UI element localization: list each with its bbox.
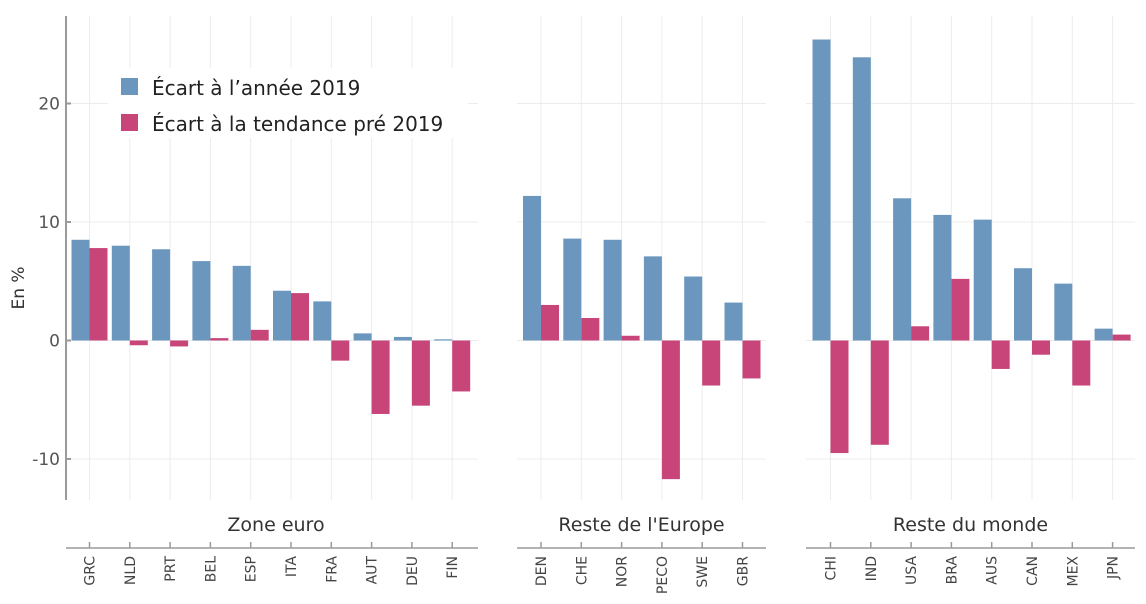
- bar-ecart-tendance-fra: [331, 340, 350, 361]
- bar-ecart-2019-mex: [1054, 283, 1073, 341]
- y-tick-label: 10: [38, 213, 60, 233]
- bar-ecart-2019-deu: [393, 336, 412, 341]
- bar-ecart-tendance-jpn: [1112, 334, 1131, 341]
- category-label-jpn: JPN: [1106, 556, 1122, 580]
- category-label-aut: AUT: [365, 556, 381, 585]
- category-label-aus: AUS: [985, 556, 1001, 585]
- bar-ecart-2019-nor: [603, 239, 622, 341]
- category-label-mex: MEX: [1065, 556, 1081, 587]
- legend-label-ecart-2019: Écart à l’année 2019: [152, 76, 360, 100]
- bar-ecart-tendance-che: [581, 317, 600, 341]
- bar-ecart-2019-esp: [232, 265, 251, 341]
- bar-ecart-2019-usa: [893, 198, 912, 341]
- bar-ecart-2019-che: [563, 238, 582, 341]
- bar-ecart-2019-swe: [684, 276, 703, 341]
- bar-ecart-tendance-nor: [621, 335, 640, 341]
- category-label-bel: BEL: [203, 556, 219, 582]
- bar-ecart-2019-can: [1014, 268, 1032, 341]
- category-label-chi: CHI: [824, 556, 840, 580]
- category-label-bra: BRA: [944, 556, 960, 585]
- bar-ecart-2019-aut: [353, 333, 372, 341]
- y-tick-label: 0: [49, 332, 60, 352]
- legend-swatch-ecart-2019: [121, 78, 138, 95]
- bar-ecart-tendance-esp: [250, 329, 269, 341]
- category-label-ita: ITA: [284, 556, 300, 578]
- bar-ecart-tendance-chi: [830, 340, 849, 454]
- bar-ecart-2019-chi: [812, 39, 831, 341]
- category-label-deu: DEU: [405, 556, 421, 586]
- bar-ecart-tendance-prt: [170, 340, 189, 347]
- bar-ecart-tendance-aut: [371, 340, 390, 414]
- bar-ecart-tendance-can: [1032, 340, 1050, 355]
- category-label-ind: IND: [864, 556, 880, 581]
- category-label-fra: FRA: [324, 556, 340, 583]
- axes: GRC NLD PRT BEL ESP ITA FRA AUT DEU FIN Zone euro D…: [32, 16, 1135, 594]
- legend: Écart à l’année 2019 Écart à la tendance…: [108, 68, 468, 138]
- category-label-swe: SWE: [695, 556, 711, 588]
- bar-ecart-2019-ita: [273, 290, 291, 341]
- bar-ecart-tendance-bra: [951, 278, 970, 341]
- category-label-nor: NOR: [615, 556, 631, 587]
- legend-label-ecart-tendance: Écart à la tendance pré 2019: [152, 112, 443, 136]
- bar-ecart-2019-ind: [852, 57, 871, 341]
- category-label-che: CHE: [574, 556, 590, 585]
- category-label-esp: ESP: [244, 556, 260, 582]
- y-axis-label: En %: [9, 266, 29, 309]
- bar-ecart-tendance-ita: [291, 293, 309, 341]
- bar-ecart-tendance-aus: [991, 340, 1010, 369]
- bar-ecart-tendance-swe: [702, 340, 721, 386]
- bar-ecart-tendance-usa: [911, 326, 930, 341]
- bar-ecart-2019-grc: [71, 239, 90, 341]
- group-label-1: Reste de l'Europe: [558, 514, 724, 536]
- bar-ecart-2019-gbr: [724, 302, 743, 341]
- bar-ecart-tendance-fin: [452, 340, 471, 392]
- category-label-can: CAN: [1025, 556, 1041, 586]
- legend-swatch-ecart-tendance: [121, 114, 138, 131]
- group-label-2: Reste du monde: [893, 514, 1048, 536]
- bar-ecart-tendance-bel: [210, 338, 229, 341]
- category-label-den: DEN: [534, 556, 550, 586]
- bar-ecart-tendance-mex: [1072, 340, 1091, 386]
- category-label-peco: PECO: [655, 556, 671, 594]
- bar-ecart-tendance-den: [541, 304, 559, 341]
- bar-ecart-2019-fra: [313, 301, 332, 341]
- category-label-nld: NLD: [123, 556, 139, 585]
- legend-background: [108, 68, 468, 138]
- bar-ecart-2019-bra: [933, 214, 952, 341]
- bar-ecart-2019-aus: [973, 219, 992, 341]
- category-label-fin: FIN: [445, 556, 461, 579]
- bar-ecart-2019-bel: [192, 261, 211, 341]
- bar-ecart-tendance-grc: [89, 248, 108, 341]
- bar-ecart-tendance-nld: [129, 340, 148, 346]
- y-tick-label: -10: [32, 450, 60, 470]
- bar-ecart-2019-prt: [152, 249, 171, 341]
- bar-ecart-2019-peco: [643, 256, 662, 341]
- category-label-grc: GRC: [83, 556, 99, 586]
- bars: [71, 39, 1131, 480]
- category-label-prt: PRT: [163, 556, 179, 582]
- bar-ecart-2019-den: [523, 195, 541, 341]
- bar-ecart-2019-jpn: [1094, 328, 1113, 341]
- bar-ecart-2019-nld: [111, 245, 130, 341]
- group-label-0: Zone euro: [227, 514, 324, 536]
- category-label-gbr: GBR: [736, 556, 752, 586]
- y-tick-label: 20: [38, 95, 60, 115]
- category-label-usa: USA: [904, 556, 920, 585]
- bar-ecart-tendance-ind: [870, 340, 889, 445]
- bar-ecart-tendance-peco: [661, 340, 680, 480]
- bar-ecart-tendance-deu: [411, 340, 430, 406]
- bar-ecart-tendance-gbr: [742, 340, 761, 379]
- bar-ecart-2019-fin: [434, 339, 453, 341]
